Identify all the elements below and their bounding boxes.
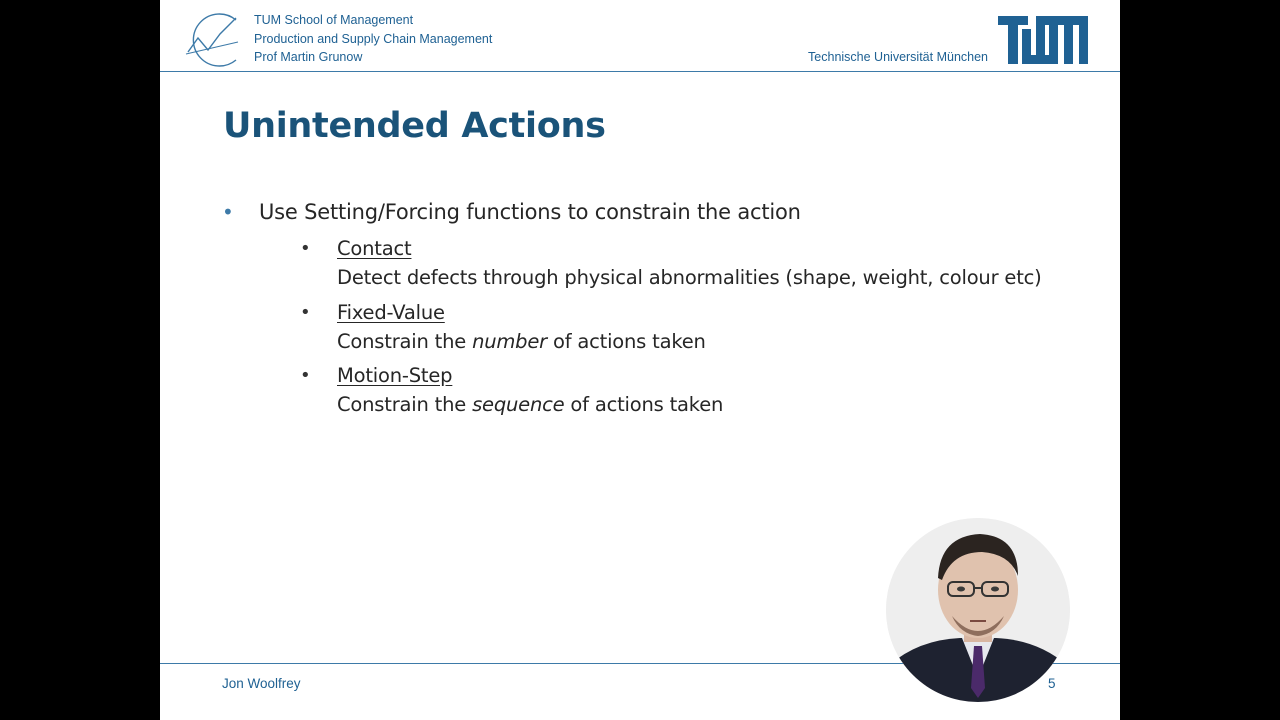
professor-name: Prof Martin Grunow [254,50,362,64]
sub-item-heading: Contact [337,237,411,260]
sub-item-description: Constrain the sequence of actions taken [337,393,723,416]
header-divider [160,71,1120,72]
slide-title: Unintended Actions [223,106,606,146]
slide: TUM School of Management Production and … [160,0,1120,720]
sub-item-heading: Fixed-Value [337,301,445,324]
presenter-name: Jon Woolfrey [222,676,301,691]
bullet-marker: • [222,200,234,224]
sub-item-heading: Motion-Step [337,364,452,387]
page-number: 5 [1048,676,1056,691]
main-bullet-text: Use Setting/Forcing functions to constra… [259,200,801,224]
university-name: Technische Universität München [808,50,988,64]
presenter-webcam [886,518,1070,702]
sub-item-description: Detect defects through physical abnormal… [337,266,1042,289]
sub-bullet-marker: • [300,238,311,259]
sub-bullet-marker: • [300,365,311,386]
presenter-figure [886,518,1070,702]
chart-growth-icon [184,12,242,68]
sub-item-description: Constrain the number of actions taken [337,330,706,353]
chair-name: Production and Supply Chain Management [254,32,492,46]
school-name: TUM School of Management [254,13,413,27]
tum-logo [998,16,1088,64]
sub-bullet-marker: • [300,302,311,323]
